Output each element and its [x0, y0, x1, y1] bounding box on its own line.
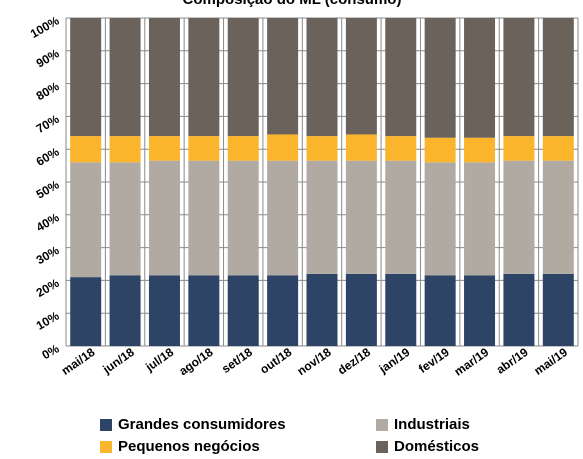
bar-segment	[227, 160, 259, 276]
x-tick-label: mai/18	[59, 345, 98, 378]
bar-segment	[385, 160, 417, 274]
bar-segment	[306, 160, 338, 274]
bar-segment	[227, 18, 259, 137]
bar-segment	[70, 18, 102, 137]
bar-segment	[385, 136, 417, 161]
bar-segment	[542, 18, 574, 137]
bar-segment	[424, 137, 456, 163]
legend-label: Domésticos	[394, 438, 480, 455]
bar-segment	[70, 277, 102, 346]
bar-segment	[109, 275, 141, 346]
x-tick-label: jul/18	[142, 345, 176, 375]
bar-segment	[345, 273, 377, 346]
x-axis-tick-labels: mai/18 jun/18 jul/18 ago/18 set/18 out/18 nov/…	[59, 345, 571, 379]
legend-item-grandes-consumidores: Grandes consumidores	[100, 416, 286, 433]
bar-segment	[306, 273, 338, 346]
chart-title: Composição do ML (consumo)	[183, 0, 402, 8]
bar-segment	[424, 275, 456, 346]
bar-segment	[424, 18, 456, 138]
bar-segment	[267, 18, 299, 135]
bar-segment	[306, 18, 338, 137]
y-tick-label: 30%	[34, 243, 62, 267]
legend-label: Industriais	[394, 416, 470, 433]
bar-segment	[188, 275, 220, 346]
bar-segment	[109, 162, 141, 276]
x-tick-label: ago/18	[176, 345, 215, 378]
bar-segment	[385, 273, 417, 346]
bar-segment	[148, 275, 180, 346]
bar-segment	[267, 275, 299, 346]
legend-item-industriais: Industriais	[376, 416, 470, 433]
x-tick-label: mar/19	[452, 345, 492, 379]
bar-segment	[188, 18, 220, 137]
bar-segment	[503, 160, 535, 274]
bar-segment	[306, 136, 338, 161]
bar-segment	[464, 162, 496, 276]
legend-swatch	[100, 440, 112, 453]
bar-segment	[542, 160, 574, 274]
bar-segment	[188, 160, 220, 276]
bars	[70, 18, 574, 346]
bar-segment	[267, 134, 299, 161]
y-tick-label: 80%	[34, 79, 62, 103]
bar-segment	[424, 162, 456, 276]
x-tick-label: nov/18	[295, 345, 334, 378]
x-tick-label: dez/18	[335, 345, 373, 378]
bar-segment	[345, 160, 377, 274]
y-tick-label: 100%	[28, 13, 62, 41]
bar-segment	[70, 162, 102, 278]
bar-segment	[345, 18, 377, 135]
x-tick-label: jan/19	[376, 345, 413, 377]
bar-segment	[148, 136, 180, 161]
y-tick-label: 60%	[34, 145, 62, 169]
bar-segment	[503, 136, 535, 161]
bar-segment	[70, 136, 102, 163]
bar-segment	[385, 18, 417, 137]
x-tick-label: jun/18	[100, 345, 138, 377]
bar-segment	[503, 18, 535, 137]
y-tick-label: 90%	[34, 46, 62, 70]
y-tick-label: 20%	[34, 276, 62, 300]
legend-item-pequenos-negocios: Pequenos negócios	[100, 438, 260, 455]
bar-segment	[148, 160, 180, 276]
bar-segment	[345, 134, 377, 161]
bar-segment	[188, 136, 220, 161]
y-tick-label: 10%	[34, 309, 62, 333]
bar-segment	[227, 275, 259, 346]
bar-segment	[464, 137, 496, 163]
x-tick-label: set/18	[219, 345, 255, 376]
y-tick-label: 50%	[34, 177, 62, 201]
bar-segment	[542, 273, 574, 346]
x-tick-label: mai/19	[531, 345, 570, 378]
legend-swatch	[100, 418, 112, 431]
y-tick-label: 70%	[34, 112, 62, 136]
bar-segment	[109, 18, 141, 137]
bar-segment	[464, 18, 496, 138]
bar-segment	[227, 136, 259, 161]
legend-label: Pequenos negócios	[118, 438, 260, 455]
y-axis-tick-labels: 0% 10% 20% 30% 40% 50% 60% 70% 80% 90% 100%	[28, 13, 62, 362]
legend: Grandes consumidores Industriais Pequeno…	[0, 414, 583, 459]
legend-item-domesticos: Domésticos	[376, 438, 479, 455]
legend-label: Grandes consumidores	[118, 416, 286, 433]
legend-swatch	[376, 440, 388, 453]
bar-segment	[148, 18, 180, 137]
x-tick-label: fev/19	[416, 345, 452, 376]
bar-segment	[109, 136, 141, 163]
bar-segment	[464, 275, 496, 346]
y-tick-label: 0%	[39, 341, 61, 362]
x-tick-label: out/18	[257, 345, 294, 377]
x-tick-label: abr/19	[494, 345, 531, 377]
bar-segment	[542, 136, 574, 161]
bar-segment	[503, 273, 535, 346]
y-tick-label: 40%	[34, 210, 62, 234]
legend-swatch	[376, 418, 388, 431]
bar-segment	[267, 160, 299, 276]
